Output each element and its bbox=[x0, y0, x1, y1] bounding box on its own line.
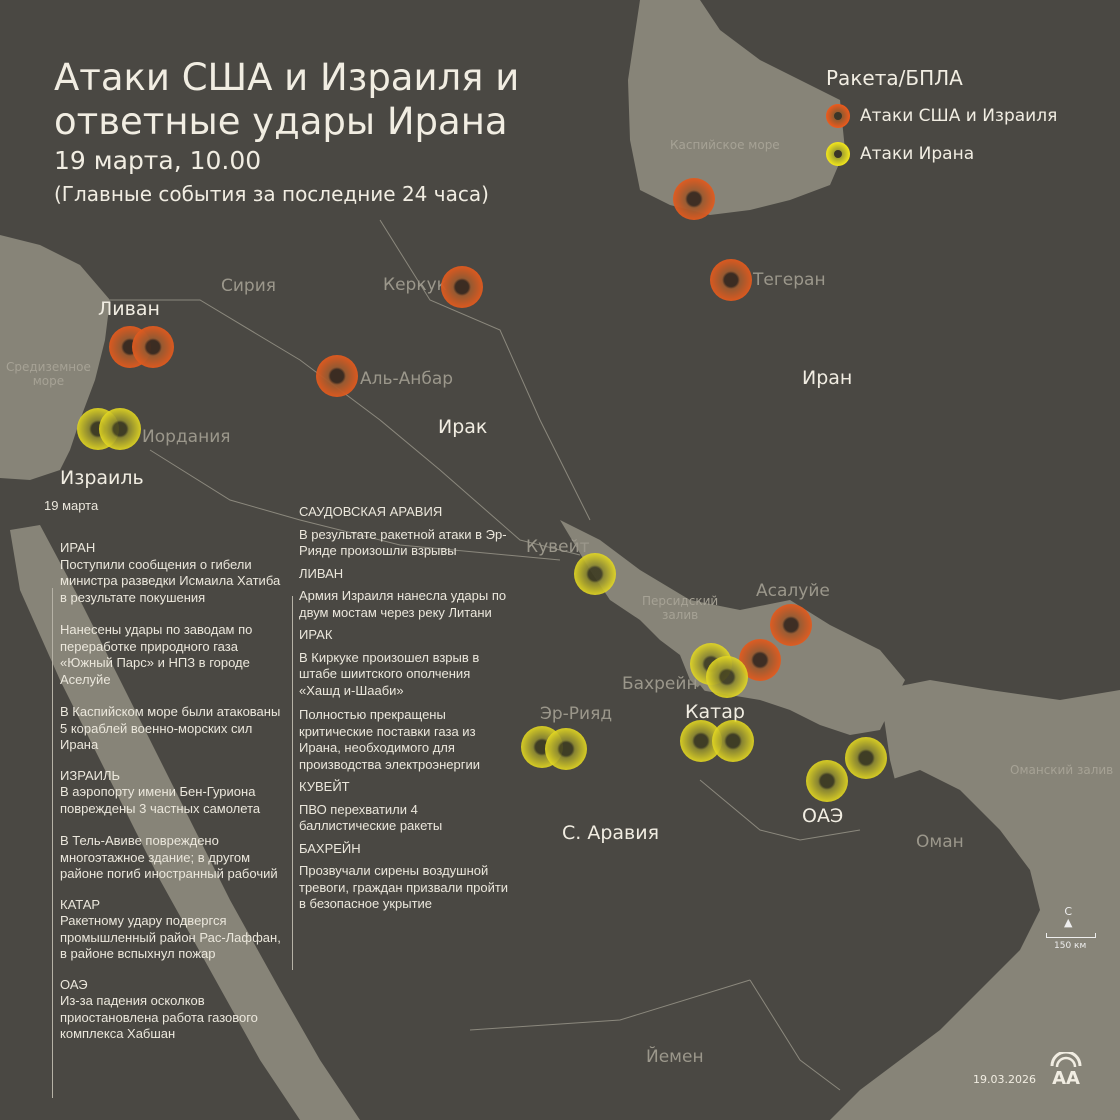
label-israel: Израиль bbox=[60, 467, 144, 489]
marker-iran-israel[interactable] bbox=[99, 408, 141, 450]
marker-iran-bahrain[interactable] bbox=[706, 656, 748, 698]
page-title: Атаки США и Израиля и ответные удары Ира… bbox=[54, 56, 519, 144]
event-text: В аэропорту имени Бен-Гуриона повреждены… bbox=[60, 784, 261, 816]
label-med-2: море bbox=[32, 374, 65, 388]
svg-text:AA: AA bbox=[1052, 1068, 1080, 1086]
label-uae: ОАЭ bbox=[802, 805, 844, 827]
event-text: Поступили сообщения о гибели министра ра… bbox=[60, 556, 281, 605]
orange-marker-icon bbox=[826, 104, 850, 128]
scale-bar bbox=[1046, 933, 1096, 938]
event-heading: ИРАК bbox=[299, 627, 333, 642]
marker-iran-kuwait[interactable] bbox=[574, 553, 616, 595]
label-jordan: Иордания bbox=[142, 427, 231, 447]
event-text: Нанесены удары по заводам по переработке… bbox=[60, 622, 253, 687]
event-heading: КУВЕЙТ bbox=[299, 779, 350, 794]
title-date: 19 марта, 10.00 bbox=[54, 146, 262, 175]
label-oman-gulf: Оманский залив bbox=[1010, 763, 1114, 777]
label-iraq: Ирак bbox=[438, 416, 488, 438]
column-divider bbox=[292, 596, 293, 970]
label-oman: Оман bbox=[916, 832, 964, 852]
events-date: 19 марта bbox=[44, 498, 99, 513]
persian-gulf bbox=[560, 520, 905, 735]
north-arrow-icon: С ▲ bbox=[1064, 905, 1073, 929]
title-line-2: ответные удары Ирана bbox=[54, 100, 508, 143]
event-heading: КАТАР bbox=[60, 896, 101, 912]
event-text: В Тель-Авиве повреждено многоэтажное зда… bbox=[60, 833, 278, 881]
label-med-1: Средиземное bbox=[6, 360, 91, 374]
event-text: Ракетному удару подвергся промышленный р… bbox=[60, 913, 281, 961]
marker-us-israel-tehran[interactable] bbox=[710, 259, 752, 301]
marker-iran-riyadh[interactable] bbox=[545, 728, 587, 770]
marker-us-israel-caspian[interactable] bbox=[673, 178, 715, 220]
marker-us-israel-anbar[interactable] bbox=[316, 355, 358, 397]
footer-date: 19.03.2026 bbox=[973, 1073, 1036, 1086]
scale-label: 150 км bbox=[1054, 941, 1087, 951]
label-asaluyeh: Асалуйе bbox=[756, 581, 830, 601]
label-kuwait: Кувейт bbox=[526, 537, 590, 557]
label-caspian: Каспийское море bbox=[670, 138, 780, 152]
subtitle: (Главные события за последние 24 часа) bbox=[54, 182, 489, 206]
marker-us-israel-kirkuk[interactable] bbox=[441, 266, 483, 308]
arabian-sea bbox=[790, 680, 1120, 1120]
events-column-2: САУДОВСКАЯ АРАВИЯ В результате ракетной а… bbox=[299, 504, 514, 913]
event-heading: БАХРЕЙН bbox=[299, 840, 361, 856]
mediterranean-sea bbox=[0, 235, 110, 480]
legend-item-us-israel: Атаки США и Израиля bbox=[826, 104, 1057, 128]
caspian-sea bbox=[628, 0, 845, 215]
label-med: Средиземное море bbox=[6, 360, 91, 388]
event-text: ПВО перехватили 4 баллистические ракеты bbox=[299, 801, 443, 834]
label-saudi: С. Аравия bbox=[562, 822, 660, 844]
event-text: В Киркуке произошел взрыв в штабе шиитск… bbox=[299, 649, 480, 698]
event-text: В Каспийском море были атакованы 5 кораб… bbox=[60, 704, 281, 752]
marker-iran-qatar[interactable] bbox=[712, 720, 754, 762]
event-heading: САУДОВСКАЯ АРАВИЯ bbox=[299, 504, 443, 519]
event-heading: ОАЭ bbox=[60, 976, 88, 992]
label-syria: Сирия bbox=[221, 276, 276, 296]
event-heading: ИРАН bbox=[60, 540, 96, 555]
yellow-marker-icon bbox=[826, 142, 850, 166]
legend-label: Атаки США и Израиля bbox=[860, 106, 1058, 126]
label-bahrain: Бахрейн bbox=[622, 674, 698, 694]
oman-land bbox=[780, 770, 1040, 1120]
marker-iran-uae[interactable] bbox=[845, 737, 887, 779]
aa-logo-icon: AA bbox=[1050, 1050, 1082, 1089]
label-iran: Иран bbox=[802, 367, 853, 389]
events-column-1: ИРАН Поступили сообщения о гибели министр… bbox=[60, 540, 290, 1043]
label-qatar: Катар bbox=[685, 701, 745, 723]
label-lebanon: Ливан bbox=[98, 298, 160, 320]
north-label: С bbox=[1064, 905, 1073, 918]
aa-logo: AA bbox=[1049, 1050, 1083, 1089]
title-line-1: Атаки США и Израиля и bbox=[54, 56, 520, 99]
label-yemen: Йемен bbox=[646, 1047, 704, 1067]
event-heading: ИЗРАИЛЬ bbox=[60, 767, 121, 783]
marker-us-israel-asaluyeh[interactable] bbox=[770, 604, 812, 646]
legend-item-iran: Атаки Ирана bbox=[826, 142, 974, 166]
event-text: Из-за падения осколков приостановлена ра… bbox=[60, 993, 258, 1041]
label-kirkuk: Керкук bbox=[383, 275, 447, 295]
label-riyadh: Эр-Рияд bbox=[540, 704, 613, 724]
event-text: Армия Израиля нанесла удары по двум мост… bbox=[299, 588, 507, 620]
column-divider bbox=[52, 588, 53, 1098]
event-text: Прозвучали сирены воздушной тревоги, гра… bbox=[299, 863, 509, 911]
marker-us-israel-lebanon[interactable] bbox=[132, 326, 174, 368]
legend-label: Атаки Ирана bbox=[860, 144, 975, 164]
marker-iran-uae[interactable] bbox=[806, 760, 848, 802]
label-anbar: Аль-Анбар bbox=[360, 369, 454, 389]
event-heading: ЛИВАН bbox=[299, 565, 344, 581]
legend-title: Ракета/БПЛА bbox=[826, 66, 963, 90]
event-text: Полностью прекращены критические поставк… bbox=[299, 707, 481, 772]
label-persian-1: Персидский bbox=[642, 594, 719, 608]
label-tehran: Тегеран bbox=[753, 270, 826, 290]
label-persian-2: залив bbox=[661, 608, 699, 622]
red-sea bbox=[10, 525, 360, 1120]
event-text: В результате ракетной атаки в Эр-Рияде п… bbox=[299, 526, 507, 559]
label-persian-gulf: Персидский залив bbox=[642, 594, 718, 622]
